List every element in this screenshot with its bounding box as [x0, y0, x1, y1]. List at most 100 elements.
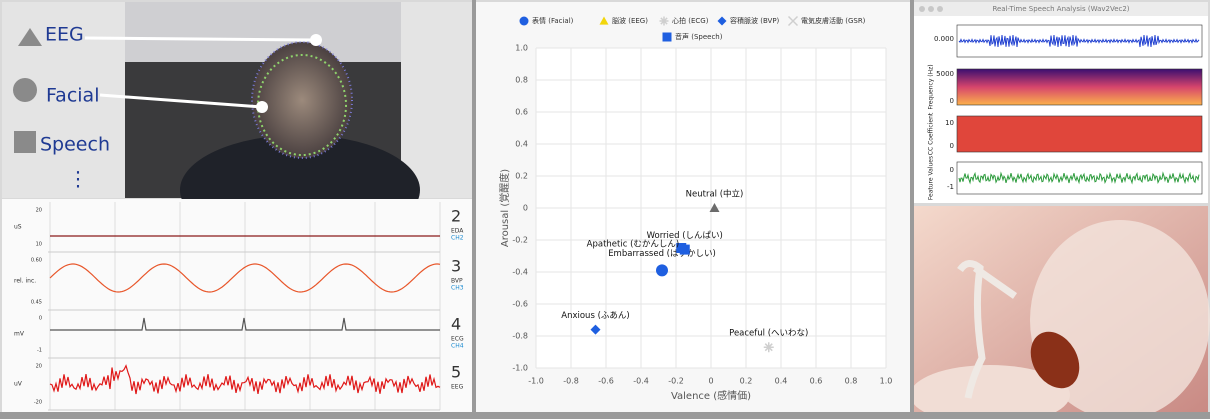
point	[709, 203, 720, 212]
channel-name: BVP	[451, 278, 463, 285]
window-button[interactable]	[919, 6, 925, 12]
feature-line	[958, 171, 1200, 185]
channel-number: 5	[451, 363, 461, 382]
channel-id: CH3	[451, 285, 464, 292]
axis-label: CC Coefficient	[928, 112, 935, 155]
tick-label: 0	[950, 166, 954, 174]
legend-marker	[717, 16, 727, 26]
y-tick-label: 0.2	[515, 172, 528, 181]
y-tick-label: 0.6	[515, 108, 528, 117]
tick-label: 0.45	[31, 300, 42, 306]
y-tick-label: -0.8	[512, 332, 528, 341]
signal-trace	[50, 317, 440, 331]
tick-label: 5000	[936, 70, 954, 78]
unit-label: rel. inc.	[14, 278, 36, 285]
stork	[957, 260, 1018, 399]
football	[1030, 331, 1080, 389]
legend-marker	[662, 32, 672, 42]
eeg-pointer	[84, 36, 316, 42]
point	[656, 264, 668, 277]
legend-marker	[787, 15, 799, 27]
scatter-chart: -1.0 -0.8 -0.6 -0.4 -0.2 0 0.2 0.4 0.6 0.8 1.0 -1.0…	[512, 15, 893, 386]
tick-label: -1	[37, 348, 42, 354]
point-label: Embarrassed (はずかしい)	[608, 248, 716, 259]
channel-name: EDA	[451, 228, 464, 235]
x-tick-label: 0.8	[845, 377, 858, 386]
channel-id: CH4	[451, 343, 464, 350]
webcam-label: Facial	[46, 85, 99, 107]
x-axis-label: Valence (感情価)	[671, 389, 751, 402]
y-axis-label: Arousal (覚醒度)	[498, 169, 511, 247]
legend-label: 音声 (Speech)	[675, 32, 723, 41]
legend-label: 電気皮膚活動 (GSR)	[801, 16, 866, 25]
tick-label: -20	[34, 400, 42, 406]
tick-label: 10	[36, 242, 42, 248]
legend-marker	[599, 16, 609, 25]
face	[252, 42, 352, 158]
legend-marker	[659, 16, 669, 26]
channel-number: 4	[451, 315, 461, 334]
webcam-label: EEG	[45, 24, 84, 46]
x-tick-label: -1.0	[528, 377, 544, 386]
legend-label: 脳波 (EEG)	[612, 16, 648, 25]
tick-label: 0	[950, 97, 954, 105]
mfcc-plot	[956, 115, 1203, 153]
point	[590, 324, 601, 335]
facial-icon	[13, 78, 37, 102]
point	[676, 243, 687, 253]
x-tick-label: 1.0	[880, 377, 893, 386]
window-title: Real-Time Speech Analysis (Wav2Vec2)	[992, 5, 1129, 13]
window-button[interactable]	[928, 6, 934, 12]
face-mesh	[257, 54, 347, 156]
legend-label: 心拍 (ECG)	[672, 16, 709, 25]
x-tick-label: -0.4	[633, 377, 649, 386]
channel-name: ECG	[451, 336, 464, 343]
channel-number: 3	[451, 257, 461, 276]
speech-icon	[14, 131, 36, 153]
y-tick-label: -1.0	[512, 364, 528, 373]
channel-name: EEG	[451, 384, 464, 391]
point-label: Peaceful (へいわな)	[729, 329, 808, 339]
point-label: Neutral (中立)	[686, 189, 744, 200]
tick-label: -1	[947, 183, 954, 191]
point-label: Apathetic (むかんしん)	[587, 240, 680, 250]
tick-label: 0	[39, 316, 42, 322]
title-bar	[914, 2, 1208, 16]
unit-label: uS	[14, 224, 22, 231]
tick-label: 0.000	[934, 35, 954, 43]
eeg-icon	[18, 28, 42, 46]
divider	[0, 412, 1210, 419]
tick-label: 10	[945, 119, 954, 127]
legend-label: 表情 (Facial)	[532, 16, 574, 25]
eeg-dot	[310, 34, 322, 46]
x-tick-label: -0.2	[668, 377, 684, 386]
point	[763, 342, 774, 353]
facial-dot	[256, 101, 268, 113]
tick-label: 0.60	[31, 258, 42, 264]
y-tick-label: 0.4	[515, 140, 528, 149]
x-tick-label: -0.6	[598, 377, 614, 386]
wall	[125, 2, 401, 62]
channel-id: CH2	[451, 235, 464, 242]
physio-panel	[2, 199, 472, 412]
y-tick-label: 1.0	[515, 44, 528, 53]
x-tick-label: 0.2	[740, 377, 753, 386]
x-tick-label: -0.8	[563, 377, 579, 386]
legend-marker	[519, 16, 529, 26]
legend-label: 容積脈波 (BVP)	[730, 16, 780, 25]
x-tick-label: 0.4	[775, 377, 788, 386]
window-button[interactable]	[937, 6, 943, 12]
y-tick-label: -0.2	[512, 236, 528, 245]
signal-trace	[49, 263, 441, 293]
more-indicator: ⋮	[68, 167, 88, 191]
axis-label: Feature Values	[928, 156, 935, 200]
y-tick-label: 0	[523, 204, 528, 213]
divider	[472, 0, 476, 419]
facial-pointer	[99, 93, 263, 109]
webcam-label: Speech	[40, 134, 110, 156]
channel-number: 2	[451, 207, 461, 226]
y-tick-label: -0.4	[512, 268, 528, 277]
